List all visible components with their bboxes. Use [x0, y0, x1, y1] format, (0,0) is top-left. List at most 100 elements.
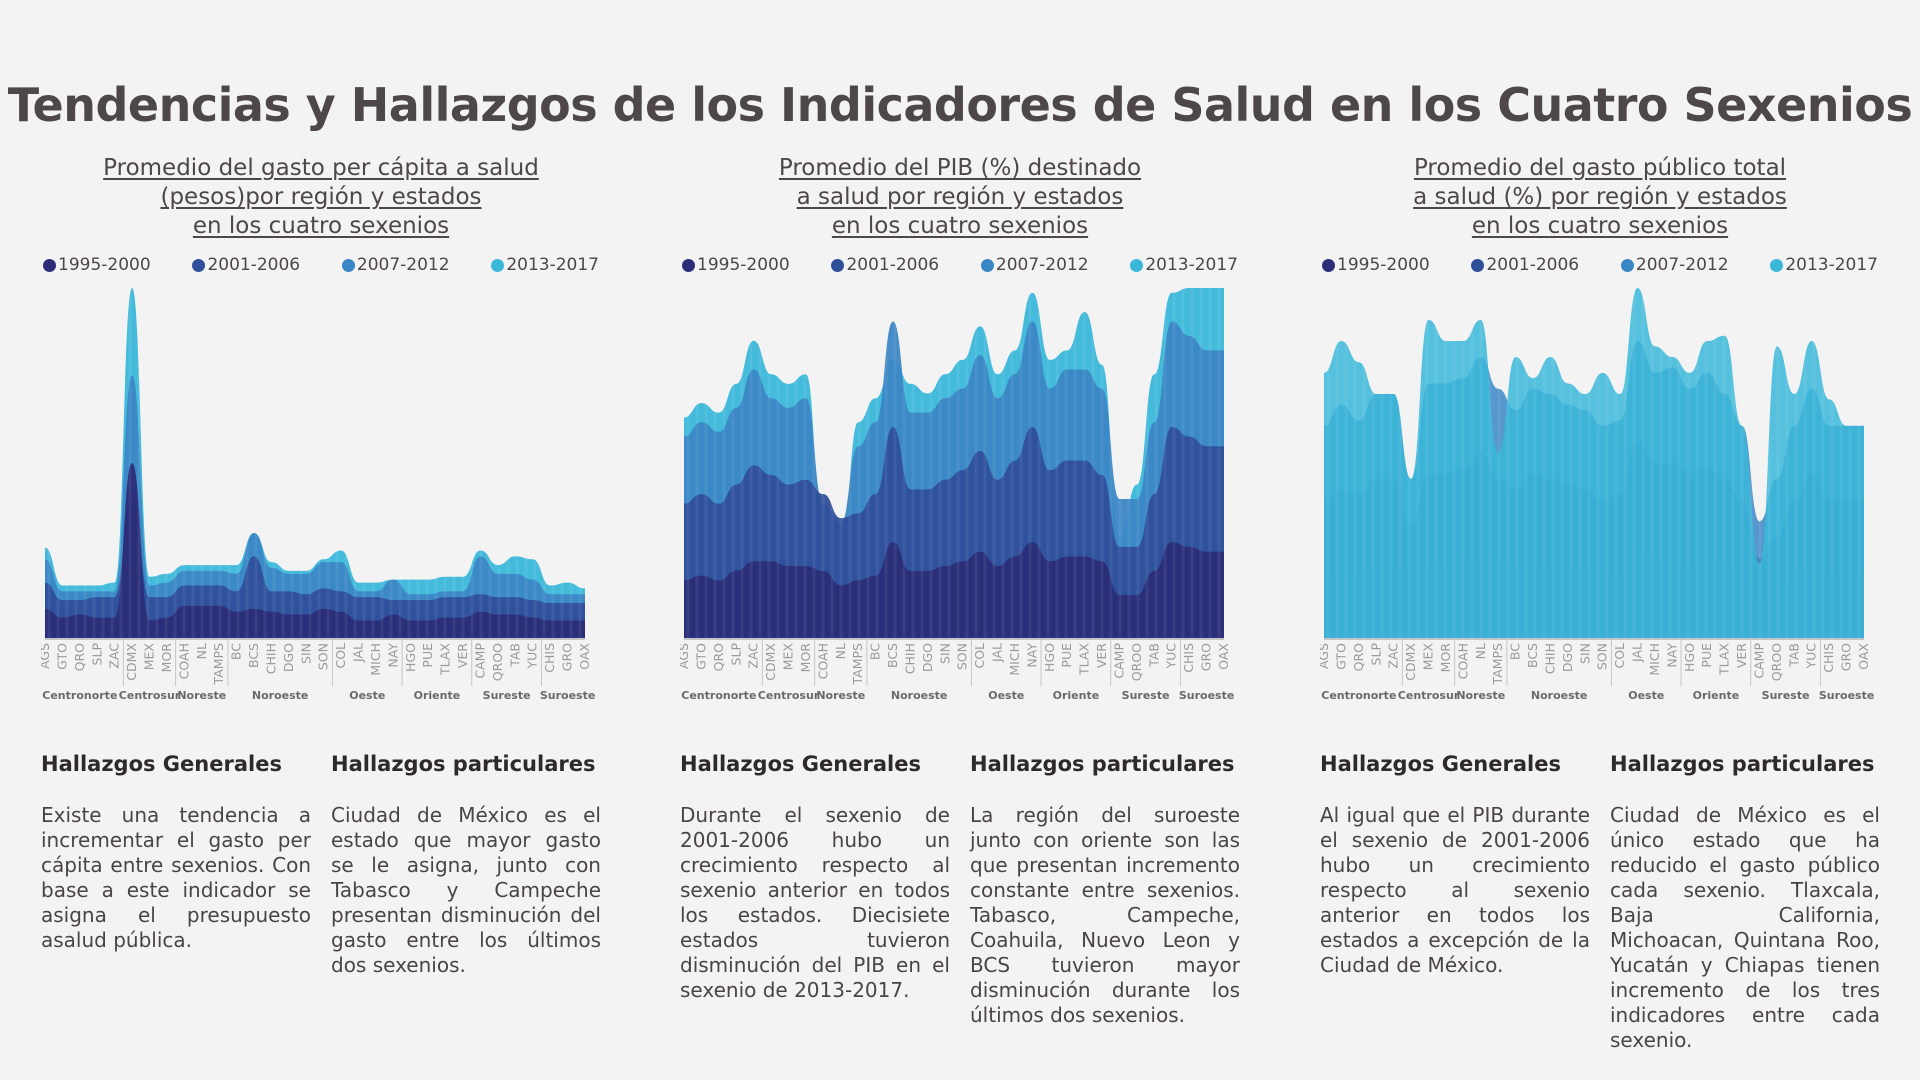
legend-label: 1995-2000 [697, 255, 790, 275]
x-tick-label: BC [229, 643, 244, 660]
streamgraph-chart: AGS GTO QRO SLP ZAC CDMX MEX MOR COAH NL TAMPS BC BC… [41, 288, 595, 702]
legend-label: 2013-2017 [1145, 255, 1238, 275]
general-findings: Hallazgos Generales Durante el sexenio d… [680, 752, 950, 1028]
x-tick-label: BCS [246, 643, 261, 668]
x-tick-label: QRO [72, 643, 87, 672]
legend-dot-icon [1471, 258, 1485, 272]
x-tick-label: MICH [1007, 643, 1022, 676]
region-label: Noroeste [252, 689, 308, 702]
streamgraph-chart: AGS GTO QRO SLP ZAC CDMX MEX MOR COAH NL TAMPS BC BC… [680, 288, 1234, 702]
x-tick-label: OAX [577, 643, 592, 670]
x-tick-label: TAB [1786, 643, 1801, 668]
legend-item: 2007-2012 [341, 255, 450, 275]
series-group [45, 288, 585, 638]
x-tick-label: QRO [711, 643, 726, 672]
panel-title-line: Promedio del gasto público total [1413, 155, 1787, 181]
x-tick-label: TLAX [1077, 643, 1092, 676]
x-tick-label: HGO [403, 643, 418, 672]
particular-heading: Hallazgos particulares [970, 752, 1235, 776]
x-tick-label: ZAC [746, 643, 761, 669]
x-tick-label: COAH [176, 643, 191, 679]
region-label: Suroeste [1179, 689, 1234, 702]
x-tick-label: SLP [728, 643, 743, 666]
x-tick-label: MOR [1438, 643, 1453, 673]
legend-item: 1995-2000 [43, 255, 151, 275]
x-tick-label: JAL [351, 643, 366, 663]
panel-title-line: a salud por región y estados [796, 184, 1124, 210]
region-label: Centrosur [758, 689, 820, 702]
x-tick-label: BC [1508, 643, 1523, 660]
legend-item: 1995-2000 [1322, 255, 1430, 275]
x-tick-label: YUC [1164, 643, 1179, 670]
x-tick-label: COAH [1455, 643, 1470, 679]
x-tick-label: PUE [420, 643, 435, 668]
x-tick-label: NAY [385, 643, 400, 668]
general-text: Al igual que el PIB durante el sexenio d… [1320, 803, 1590, 977]
region-label: Oriente [1693, 689, 1740, 702]
x-tick-label: SIN [937, 643, 952, 664]
x-tick-label: GRO [1839, 643, 1854, 671]
x-tick-label: GTO [54, 643, 69, 670]
legend-dot-icon [1620, 258, 1634, 272]
x-tick-label: NAY [1664, 643, 1679, 668]
panel-title: Promedio del PIB (%) destinado a salud p… [680, 154, 1240, 241]
panel-gasto-publico: Promedio del gasto público total a salud… [1320, 154, 1880, 1074]
legend-item: 2007-2012 [980, 255, 1089, 275]
x-tick-label: BC [868, 643, 883, 660]
particular-text: La región del suroeste junto con oriente… [970, 803, 1240, 1027]
x-tick-label: QROO [1129, 643, 1144, 681]
region-label: Oeste [1628, 689, 1664, 702]
region-label: Centronorte [681, 689, 756, 702]
x-tick-label: CAMP [1111, 643, 1126, 679]
x-tick-label: MEX [142, 643, 157, 671]
x-tick-label: CDMX [1403, 643, 1418, 681]
streamgraph-chart: AGS GTO QRO SLP ZAC CDMX MEX MOR COAH NL TAMPS BC BC… [1320, 288, 1874, 702]
series-group [684, 288, 1224, 638]
legend-item: 2001-2006 [192, 255, 300, 275]
legend-dot-icon [1130, 258, 1144, 272]
legend-dot-icon [43, 258, 56, 272]
x-tick-label: ZAC [107, 643, 122, 669]
legend-label: 2001-2006 [207, 255, 301, 275]
x-tick-label: DGO [281, 643, 296, 672]
x-tick-label: MICH [1647, 643, 1662, 676]
legend-dot-icon [831, 258, 845, 272]
general-heading: Hallazgos Generales [1320, 752, 1561, 776]
panel-title-line: Promedio del gasto per cápita a salud [103, 155, 539, 181]
x-tick-label: GTO [1333, 643, 1348, 670]
x-tick-label: TAMPS [1490, 643, 1505, 686]
panel-title-line: en los cuatro sexenios [192, 213, 450, 239]
x-tick-label: JAL [1630, 643, 1645, 663]
legend-label: 2013-2017 [1785, 255, 1878, 275]
legend-label: 2001-2006 [846, 255, 940, 275]
page-title: Tendencias y Hallazgos de los Indicadore… [7, 78, 1913, 132]
general-text: Durante el sexenio de 2001-2006 hubo un … [680, 803, 950, 1002]
particular-text: Ciudad de México es el único estado que … [1610, 803, 1880, 1052]
legend-item: 2001-2006 [831, 255, 939, 275]
x-tick-label: YUC [1804, 643, 1819, 670]
series-area-1995-2000 [684, 542, 1224, 638]
x-tick-label: PUE [1699, 643, 1714, 668]
x-tick-label: CDMX [124, 643, 139, 681]
x-tick-label: BCS [1525, 643, 1540, 668]
region-label: Sureste [1122, 689, 1170, 702]
x-tick-label: SLP [89, 643, 104, 666]
panel-title-line: a salud (%) por región y estados [1413, 184, 1787, 210]
legend-dot-icon [192, 258, 206, 272]
x-tick-label: CAMP [472, 643, 487, 679]
x-tick-label: TAB [1146, 643, 1161, 668]
x-tick-label: SLP [1368, 643, 1383, 666]
region-label: Centrosur [119, 689, 181, 702]
x-tick-label: VER [1094, 643, 1109, 668]
x-tick-label: TLAX [1717, 643, 1732, 676]
x-tick-label: SIN [1577, 643, 1592, 664]
legend: 1995-2000 2001-2006 2007-2012 2013-2017 [41, 255, 601, 275]
x-tick-label: NL [1473, 643, 1488, 659]
legend: 1995-2000 2001-2006 2007-2012 2013-2017 [680, 255, 1240, 275]
panel-title-line: en los cuatro sexenios [1471, 213, 1729, 239]
legend-item: 2013-2017 [1770, 255, 1878, 275]
x-tick-label: VER [1734, 643, 1749, 668]
x-tick-label: AGS [1320, 643, 1331, 669]
legend-dot-icon [682, 258, 695, 272]
general-heading: Hallazgos Generales [680, 752, 921, 776]
